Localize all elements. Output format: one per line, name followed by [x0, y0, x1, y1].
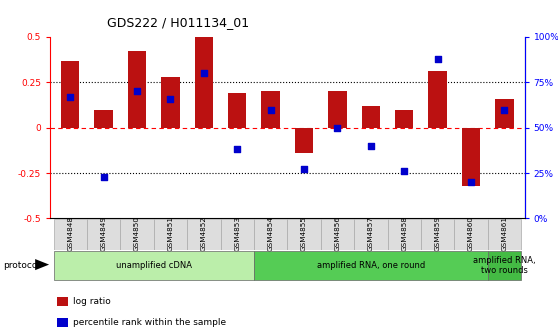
Point [199, 71, 208, 76]
Bar [362, 106, 380, 128]
Bar [488, 251, 521, 280]
Text: GSM4855: GSM4855 [301, 216, 307, 251]
Bar [295, 128, 313, 153]
Point [266, 107, 275, 112]
Bar [187, 219, 220, 250]
Bar [61, 60, 79, 128]
Bar [462, 128, 480, 186]
Text: GSM4860: GSM4860 [468, 216, 474, 251]
Polygon shape [35, 259, 49, 270]
Bar [254, 251, 488, 280]
Bar [254, 219, 287, 250]
Bar [454, 219, 488, 250]
Bar [87, 219, 121, 250]
Bar [262, 91, 280, 128]
Bar [154, 219, 187, 250]
Text: amplified RNA, one round: amplified RNA, one round [317, 261, 425, 270]
Point [400, 169, 409, 174]
Text: log ratio: log ratio [73, 297, 110, 306]
Bar [354, 219, 388, 250]
Point [233, 147, 242, 152]
Text: GSM4857: GSM4857 [368, 216, 374, 251]
Point [500, 107, 509, 112]
Bar [220, 219, 254, 250]
Point [166, 96, 175, 101]
Bar [395, 110, 413, 128]
Bar [121, 219, 154, 250]
Point [333, 125, 342, 130]
Point [133, 89, 142, 94]
Text: GSM4851: GSM4851 [167, 216, 174, 251]
Point [367, 143, 376, 149]
Point [466, 179, 475, 185]
Bar [496, 99, 514, 128]
Bar [54, 219, 87, 250]
Text: percentile rank within the sample: percentile rank within the sample [73, 318, 226, 327]
Text: GSM4861: GSM4861 [502, 216, 507, 251]
Bar [94, 110, 113, 128]
Text: GSM4852: GSM4852 [201, 216, 207, 251]
Bar [195, 37, 213, 128]
Text: GDS222 / H011134_01: GDS222 / H011134_01 [107, 15, 249, 29]
Bar [57, 297, 68, 306]
Bar [128, 51, 146, 128]
Point [300, 167, 309, 172]
Bar [328, 91, 347, 128]
Text: GSM4849: GSM4849 [100, 216, 107, 251]
Text: GSM4854: GSM4854 [268, 216, 273, 251]
Point [99, 174, 108, 179]
Point [433, 56, 442, 61]
Text: GSM4850: GSM4850 [134, 216, 140, 251]
Text: GSM4859: GSM4859 [435, 216, 441, 251]
Point [66, 94, 75, 99]
Text: GSM4853: GSM4853 [234, 216, 240, 251]
Bar [54, 251, 254, 280]
Text: unamplified cDNA: unamplified cDNA [116, 261, 192, 270]
Bar [57, 318, 68, 327]
Text: amplified RNA,
two rounds: amplified RNA, two rounds [473, 256, 536, 275]
Bar [321, 219, 354, 250]
Bar [388, 219, 421, 250]
Bar [429, 72, 447, 128]
Bar [488, 219, 521, 250]
Bar [228, 93, 247, 128]
Text: GSM4848: GSM4848 [68, 216, 73, 251]
Text: GSM4858: GSM4858 [401, 216, 407, 251]
Text: protocol: protocol [3, 261, 40, 270]
Text: GSM4856: GSM4856 [334, 216, 340, 251]
Bar [287, 219, 321, 250]
Bar [161, 77, 180, 128]
Bar [421, 219, 454, 250]
